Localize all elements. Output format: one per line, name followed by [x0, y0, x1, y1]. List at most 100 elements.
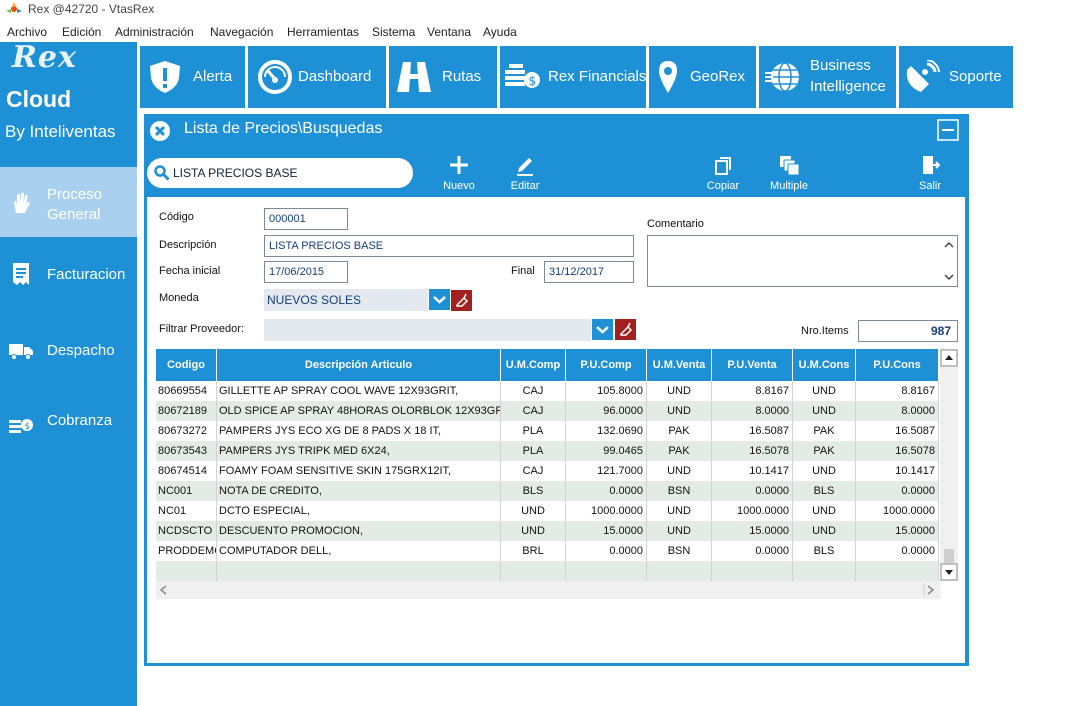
menu-sistema[interactable]: Sistema — [372, 25, 416, 39]
nav-label: Business Intelligence — [810, 57, 886, 95]
menu-archivo[interactable]: Archivo — [7, 25, 48, 39]
column-header[interactable]: P.U.Venta — [712, 349, 793, 381]
table-row[interactable]: 80674514 FOAMY FOAM SENSITIVE SKIN 175GRX… — [156, 461, 939, 481]
table-cell: PLA — [501, 421, 566, 441]
table-cell — [712, 561, 793, 581]
table-cell: 0.0000 — [566, 541, 647, 561]
table-row[interactable]: NC01 DCTO ESPECIAL, UND 1000.0000 UND 1000.00… — [156, 501, 939, 521]
table-cell: 105.8000 — [566, 381, 647, 401]
filtrar-proveedor-select[interactable] — [264, 319, 591, 341]
table-row[interactable]: 80669554 GILLETTE AP SPRAY COOL WAVE 12X9… — [156, 381, 939, 401]
column-header[interactable]: U.M.Venta — [647, 349, 712, 381]
table-cell: UND — [793, 381, 856, 401]
gauge-icon — [258, 60, 292, 94]
table-cell: 8.8167 — [856, 381, 939, 401]
svg-text:$: $ — [25, 422, 31, 432]
table-cell: GILLETTE AP SPRAY COOL WAVE 12X93GRIT, — [217, 381, 501, 401]
menu-ayuda[interactable]: Ayuda — [483, 25, 517, 39]
coins-dollar-icon: $ — [505, 64, 540, 88]
proveedor-dropdown-button[interactable] — [592, 319, 613, 340]
table-cell: 10.1417 — [712, 461, 793, 481]
editar-button[interactable]: Editar — [495, 154, 555, 192]
nav-rutas[interactable]: Rutas — [389, 46, 497, 108]
search-input[interactable]: LISTA PRECIOS BASE — [147, 158, 413, 188]
moneda-dropdown-button[interactable] — [429, 289, 450, 310]
fecha-inicial-label: Fecha inicial — [159, 265, 221, 277]
fecha-inicial-field[interactable]: 17/06/2015 — [264, 261, 348, 283]
table-row[interactable]: NCDSCTO DESCUENTO PROMOCION, UND 15.0000 UND… — [156, 521, 939, 541]
multiple-button[interactable]: Multiple — [759, 154, 819, 192]
sidebar-item-facturacion[interactable]: Facturacion — [0, 239, 137, 309]
table-cell: UND — [793, 501, 856, 521]
column-header[interactable]: Descripción Articulo — [217, 349, 501, 381]
menu-herramientas[interactable]: Herramientas — [287, 25, 360, 39]
table-cell: 96.0000 — [566, 401, 647, 421]
nav-georex[interactable]: GeoRex — [649, 46, 756, 108]
menu-navegacion[interactable]: Navegación — [210, 25, 274, 39]
moneda-clear-button[interactable] — [451, 290, 472, 311]
sidebar-item-proceso-general[interactable]: Proceso General — [0, 167, 137, 237]
descripcion-field[interactable]: LISTA PRECIOS BASE — [264, 235, 634, 257]
nav-dashboard[interactable]: Dashboard — [248, 46, 386, 108]
editar-label: Editar — [510, 180, 540, 192]
comentario-label: Comentario — [647, 218, 704, 230]
table-cell: BSN — [647, 541, 712, 561]
comentario-textarea[interactable] — [647, 235, 958, 287]
table-cell: NCDSCTO — [156, 521, 217, 541]
scroll-arrows-icon — [159, 583, 935, 597]
table-row[interactable] — [156, 561, 939, 581]
final-field[interactable]: 31/12/2017 — [544, 261, 634, 283]
table-horizontal-scrollbar[interactable] — [156, 581, 941, 599]
comentario-scrollbar[interactable] — [942, 238, 956, 284]
proveedor-clear-button[interactable] — [615, 319, 636, 340]
menu-edicion[interactable]: Edición — [62, 25, 102, 39]
column-header[interactable]: Codigo — [156, 349, 217, 381]
sidebar-item-label: Facturacion — [47, 266, 126, 283]
table-row[interactable]: PRODDEMO COMPUTADOR DELL, BRL 0.0000 BSN 0.00… — [156, 541, 939, 561]
table-cell: UND — [501, 521, 566, 541]
column-header[interactable]: P.U.Comp — [566, 349, 647, 381]
copiar-button[interactable]: Copiar — [693, 154, 753, 192]
table-row[interactable]: 80673272 PAMPERS JYS ECO XG DE 8 PADS X 1… — [156, 421, 939, 441]
codigo-field[interactable]: 000001 — [264, 208, 348, 230]
nav-label: Soporte — [949, 68, 1002, 85]
table-cell: 1000.0000 — [856, 501, 939, 521]
nav-soporte[interactable]: Soporte — [899, 46, 1013, 108]
table-cell: UND — [501, 501, 566, 521]
chevron-down-icon — [433, 296, 446, 304]
nuevo-button[interactable]: Nuevo — [429, 154, 489, 192]
menu-bar: Archivo Edición Administración Navegació… — [0, 22, 1087, 42]
minimize-icon[interactable] — [937, 119, 959, 141]
table-cell: 16.5087 — [856, 421, 939, 441]
table-cell: CAJ — [501, 461, 566, 481]
column-header[interactable]: U.M.Comp — [501, 349, 566, 381]
table-vertical-scrollbar[interactable] — [940, 349, 958, 581]
table-row[interactable]: 80672189 OLD SPICE AP SPRAY 48HORAS OLORB… — [156, 401, 939, 421]
table-cell: 16.5078 — [856, 441, 939, 461]
table-cell — [647, 561, 712, 581]
column-header[interactable]: P.U.Cons — [856, 349, 939, 381]
table-cell: 15.0000 — [712, 521, 793, 541]
menu-administracion[interactable]: Administración — [115, 25, 194, 39]
close-circle-icon[interactable] — [149, 120, 171, 142]
nav-alerta[interactable]: Alerta — [140, 46, 245, 108]
sidebar-item-despacho[interactable]: Despacho — [0, 315, 137, 385]
satellite-dish-icon — [906, 60, 940, 92]
sidebar-item-cobranza[interactable]: $ Cobranza — [0, 388, 137, 458]
table-cell — [793, 561, 856, 581]
salir-button[interactable]: Salir — [900, 154, 960, 192]
map-pin-icon — [659, 61, 677, 93]
column-header[interactable]: U.M.Cons — [793, 349, 856, 381]
menu-ventana[interactable]: Ventana — [427, 25, 472, 39]
descripcion-label: Descripción — [159, 239, 217, 251]
table-cell: 15.0000 — [856, 521, 939, 541]
table-row[interactable]: 80673543 PAMPERS JYS TRIPK MED 6X24, PLA 99… — [156, 441, 939, 461]
moneda-select[interactable]: NUEVOS SOLES — [264, 289, 428, 311]
nav-business-intelligence[interactable]: Business Intelligence — [759, 46, 896, 108]
table-cell: FOAMY FOAM SENSITIVE SKIN 175GRX12IT, — [217, 461, 501, 481]
nav-rex-financials[interactable]: $ Rex Financials — [500, 46, 646, 108]
sidebar-item-label: Cobranza — [47, 412, 113, 429]
table-cell: 0.0000 — [712, 481, 793, 501]
table-row[interactable]: NC001 NOTA DE CREDITO, BLS 0.0000 BSN 0.0000 B… — [156, 481, 939, 501]
moneda-label: Moneda — [159, 292, 199, 304]
